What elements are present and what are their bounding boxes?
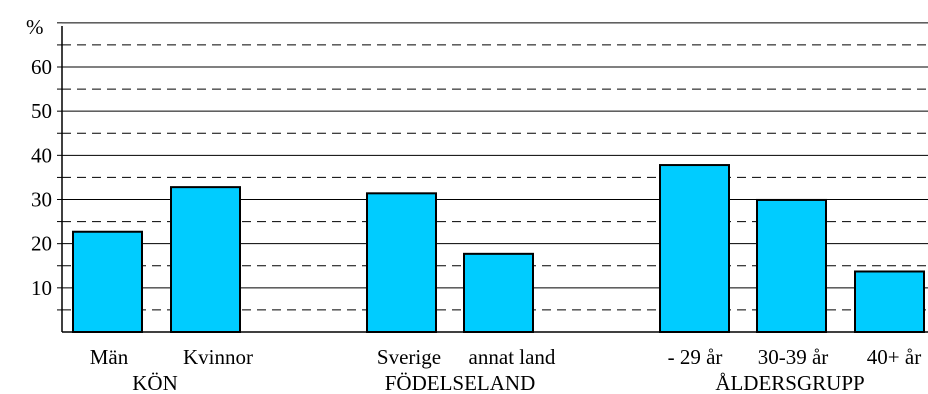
group-labels: KÖN FÖDELSELAND ÅLDERSGRUPP bbox=[132, 371, 864, 394]
y-tick-label: 30 bbox=[31, 188, 52, 212]
y-tick-label: 10 bbox=[31, 276, 52, 300]
y-tick-label: 20 bbox=[31, 232, 52, 256]
category-label: Sverige bbox=[377, 345, 441, 369]
axes bbox=[57, 22, 928, 333]
bar-2 bbox=[366, 192, 437, 333]
category-labels: Män Kvinnor Sverige annat land - 29 år 30-39 … bbox=[90, 345, 921, 369]
group-label: FÖDELSELAND bbox=[385, 371, 536, 394]
bar-3 bbox=[463, 252, 534, 333]
category-label: - 29 år bbox=[668, 345, 723, 369]
bars bbox=[72, 164, 925, 334]
bar-6 bbox=[854, 270, 925, 334]
y-unit-label: % bbox=[26, 15, 44, 39]
category-label: Kvinnor bbox=[183, 345, 253, 369]
group-label: KÖN bbox=[132, 371, 178, 394]
bar-1 bbox=[170, 186, 241, 333]
bar-4 bbox=[659, 164, 730, 333]
y-tick-labels: 10 20 30 40 50 60 bbox=[31, 55, 52, 300]
group-label: ÅLDERSGRUPP bbox=[715, 371, 864, 394]
bar-0 bbox=[72, 230, 143, 333]
bar-5 bbox=[756, 198, 827, 333]
category-label: 40+ år bbox=[867, 345, 921, 369]
y-tick-label: 40 bbox=[31, 143, 52, 167]
category-label: Män bbox=[90, 345, 129, 369]
y-tick-label: 60 bbox=[31, 55, 52, 79]
category-label: annat land bbox=[469, 345, 556, 369]
category-label: 30-39 år bbox=[758, 345, 829, 369]
y-tick-label: 50 bbox=[31, 99, 52, 123]
